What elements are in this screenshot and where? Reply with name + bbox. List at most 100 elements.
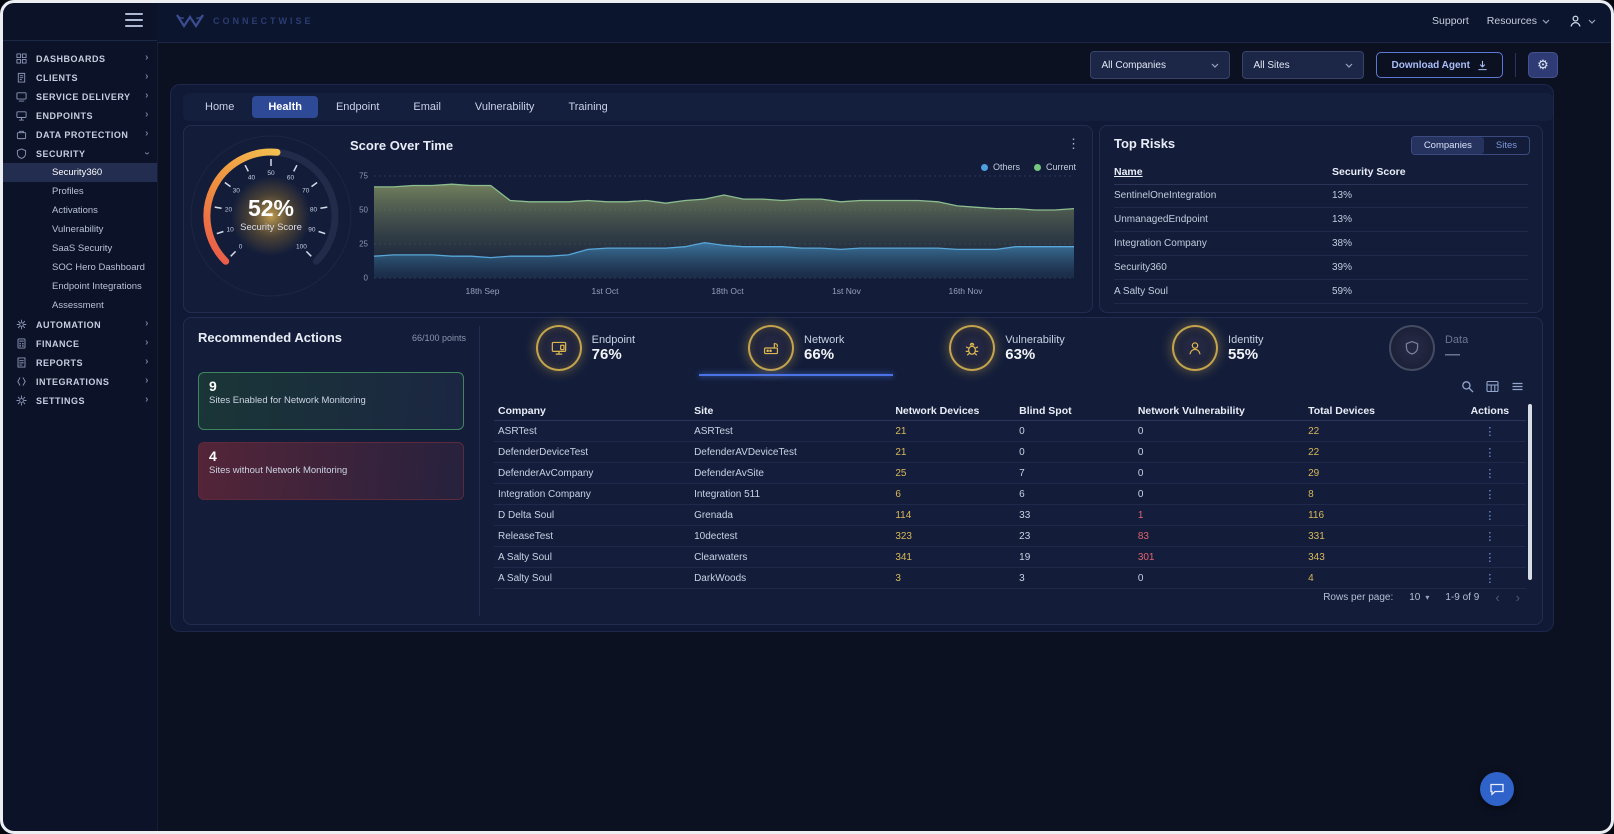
tab-vulnerability[interactable]: Vulnerability xyxy=(474,101,535,113)
tab-endpoint[interactable]: Endpoint xyxy=(335,101,380,113)
table-row[interactable]: ReleaseTest 10dectest 323 23 83 331 ⋮ xyxy=(494,525,1526,547)
cell: 341 xyxy=(891,546,1016,568)
sidebar-item-endpoints[interactable]: ENDPOINTS › xyxy=(0,106,157,125)
sites-filter-select[interactable]: All Sites xyxy=(1242,51,1365,79)
table-row[interactable]: ASRTest ASRTest 21 0 0 22 ⋮ xyxy=(494,420,1526,442)
automation-icon xyxy=(16,319,28,331)
table-row[interactable]: A Salty Soul DarkWoods 3 3 0 4 ⋮ xyxy=(494,567,1526,589)
row-actions-kebab-icon[interactable]: ⋮ xyxy=(1453,441,1526,463)
table-scrollbar[interactable] xyxy=(1528,404,1532,580)
top-risk-row[interactable]: SentinelOneIntegration 13% xyxy=(1114,184,1528,208)
sidebar-item-reports[interactable]: REPORTS › xyxy=(0,353,157,372)
sidebar-subitem-saas-security[interactable]: SaaS Security xyxy=(52,243,113,254)
user-icon xyxy=(1570,15,1581,27)
collapse-sidebar-icon[interactable] xyxy=(125,13,143,27)
toggle-companies[interactable]: Companies xyxy=(1411,137,1484,154)
cell: A Salty Soul xyxy=(494,567,691,589)
cell: 4 xyxy=(1304,567,1454,589)
columns-icon[interactable] xyxy=(1486,380,1499,393)
sidebar-subitem-activations[interactable]: Activations xyxy=(52,205,98,216)
sidebar-subitem-security360[interactable]: Security360 xyxy=(0,163,157,182)
cell: 29 xyxy=(1304,462,1454,484)
top-risk-row[interactable]: Integration Company 38% xyxy=(1114,232,1528,256)
sidebar-subitem-soc-hero-dashboard[interactable]: SOC Hero Dashboard xyxy=(52,262,145,273)
top-risk-row[interactable]: A Salty Soul 59% xyxy=(1114,280,1528,304)
category-network[interactable]: Network 66% xyxy=(691,320,902,376)
table-row[interactable]: D Delta Soul Grenada 114 33 1 116 ⋮ xyxy=(494,504,1526,526)
panel-menu-kebab-icon[interactable]: ⋮ xyxy=(1067,136,1080,151)
cell: 3 xyxy=(1015,567,1134,589)
cell: 19 xyxy=(1015,546,1134,568)
category-data[interactable]: Data — xyxy=(1323,320,1534,376)
download-agent-button[interactable]: Download Agent xyxy=(1376,52,1503,78)
row-actions-kebab-icon[interactable]: ⋮ xyxy=(1453,504,1526,526)
toggle-sites[interactable]: Sites xyxy=(1495,140,1517,151)
sidebar-item-integrations[interactable]: INTEGRATIONS › xyxy=(0,372,157,391)
column-header-actions[interactable]: Actions xyxy=(1453,402,1526,421)
category-value: 63% xyxy=(1005,345,1036,363)
sidebar-subitem-vulnerability[interactable]: Vulnerability xyxy=(52,224,104,235)
sidebar-subitem-profiles[interactable]: Profiles xyxy=(52,186,84,197)
sidebar-item-data-protection[interactable]: DATA PROTECTION › xyxy=(0,125,157,144)
sidebar-item-finance[interactable]: FINANCE › xyxy=(0,334,157,353)
sidebar-subitem-assessment[interactable]: Assessment xyxy=(52,300,104,311)
table-row[interactable]: A Salty Soul Clearwaters 341 19 301 343 ⋮ xyxy=(494,546,1526,568)
row-actions-kebab-icon[interactable]: ⋮ xyxy=(1453,462,1526,484)
category-endpoint[interactable]: Endpoint 76% xyxy=(480,320,691,376)
column-header-company[interactable]: Company xyxy=(494,402,691,421)
sidebar-subitem-endpoint-integrations[interactable]: Endpoint Integrations xyxy=(52,281,142,292)
next-page-icon[interactable]: › xyxy=(1515,590,1520,605)
tab-training[interactable]: Training xyxy=(568,101,608,113)
help-fab[interactable] xyxy=(1480,772,1514,806)
category-vulnerability[interactable]: Vulnerability 63% xyxy=(902,320,1113,376)
sidebar-item-label: CLIENTS xyxy=(36,72,79,83)
sidebar-item-dashboards[interactable]: DASHBOARDS › xyxy=(0,49,157,68)
search-icon[interactable] xyxy=(1461,380,1474,393)
column-header-network-devices[interactable]: Network Devices xyxy=(891,402,1016,421)
rows-per-page-label: Rows per page: xyxy=(1323,592,1394,603)
density-icon[interactable] xyxy=(1511,380,1524,393)
sidebar-item-settings[interactable]: SETTINGS › xyxy=(0,391,157,410)
top-risks-col-name[interactable]: Name xyxy=(1114,166,1143,178)
row-actions-kebab-icon[interactable]: ⋮ xyxy=(1453,546,1526,568)
legend-dot xyxy=(1033,163,1041,171)
sidebar-nav: DASHBOARDS › CLIENTS › SERVICE DELIVERY › ENDP… xyxy=(0,41,157,410)
recommended-action-card[interactable]: 4 Sites without Network Monitoring xyxy=(198,442,464,500)
category-name: Endpoint xyxy=(591,333,636,346)
sidebar-item-label: AUTOMATION xyxy=(36,319,102,330)
sidebar-item-clients[interactable]: CLIENTS › xyxy=(0,68,157,87)
row-actions-kebab-icon[interactable]: ⋮ xyxy=(1453,420,1526,442)
top-risk-row[interactable]: Security360 39% xyxy=(1114,256,1528,280)
category-identity[interactable]: Identity 55% xyxy=(1112,320,1323,376)
settings-button[interactable]: ⚙ xyxy=(1528,52,1558,78)
sidebar-item-service-delivery[interactable]: SERVICE DELIVERY › xyxy=(0,87,157,106)
table-row[interactable]: DefenderAvCompany DefenderAvSite 25 7 0 29 ⋮ xyxy=(494,462,1526,484)
legend-label: Current xyxy=(1045,162,1076,172)
chevron-right-icon: › xyxy=(145,71,149,82)
endpoints-icon xyxy=(16,110,28,122)
column-header-site[interactable]: Site xyxy=(690,402,892,421)
tab-health[interactable]: Health xyxy=(252,96,318,118)
row-actions-kebab-icon[interactable]: ⋮ xyxy=(1453,525,1526,547)
column-header-total-devices[interactable]: Total Devices xyxy=(1304,402,1454,421)
companies-filter-select[interactable]: All Companies xyxy=(1090,51,1231,79)
sidebar-item-security[interactable]: SECURITY › xyxy=(0,144,157,163)
recommended-action-card[interactable]: 9 Sites Enabled for Network Monitoring xyxy=(198,372,464,430)
row-actions-kebab-icon[interactable]: ⋮ xyxy=(1453,567,1526,589)
column-header-network-vulnerability[interactable]: Network Vulnerability xyxy=(1133,402,1305,421)
tab-home[interactable]: Home xyxy=(205,101,235,113)
resources-menu[interactable]: Resources xyxy=(1487,15,1550,27)
cell: A Salty Soul xyxy=(494,546,691,568)
tab-email[interactable]: Email xyxy=(413,101,441,113)
top-risk-row[interactable]: UnmanagedEndpoint 13% xyxy=(1114,208,1528,232)
support-link[interactable]: Support xyxy=(1432,15,1469,27)
user-menu[interactable] xyxy=(1568,14,1596,28)
previous-page-icon[interactable]: ‹ xyxy=(1495,590,1500,605)
cell: 22 xyxy=(1304,441,1454,463)
table-row[interactable]: DefenderDeviceTest DefenderAVDeviceTest 21… xyxy=(494,441,1526,463)
sidebar-item-automation[interactable]: AUTOMATION › xyxy=(0,315,157,334)
row-actions-kebab-icon[interactable]: ⋮ xyxy=(1453,483,1526,505)
column-header-blind-spot[interactable]: Blind Spot xyxy=(1015,402,1134,421)
rows-per-page-select[interactable]: 10 ▾ xyxy=(1409,592,1430,603)
table-row[interactable]: Integration Company Integration 511 6 6 0 8 ⋮ xyxy=(494,483,1526,505)
